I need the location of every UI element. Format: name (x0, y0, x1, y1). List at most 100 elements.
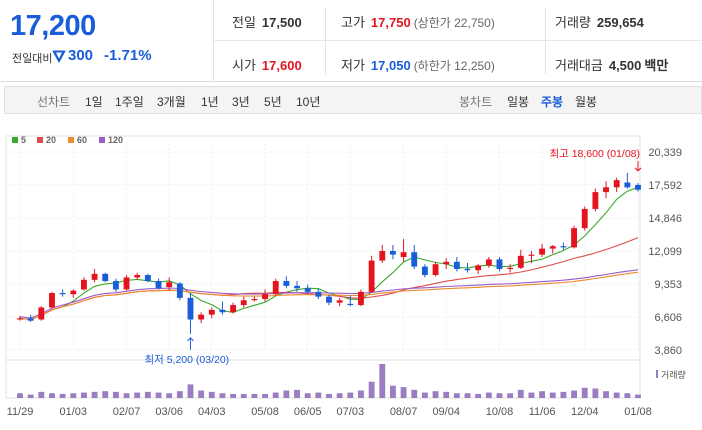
period-10y[interactable]: 10년 (296, 95, 321, 109)
x-tick-11: 11/06 (529, 406, 556, 418)
candle-monthly[interactable]: 월봉 (575, 95, 598, 109)
period-1w[interactable]: 1주일 (115, 95, 144, 109)
candle-body-38 (421, 266, 428, 276)
legend-swatch-3 (99, 137, 105, 143)
volume-bar-5 (70, 393, 77, 398)
candle-body-23 (262, 294, 268, 300)
volume-bar-57 (624, 393, 631, 398)
y-tick-1: 17,592 (648, 180, 682, 192)
change-label: 전일대비 (12, 53, 53, 65)
candle-body-28 (315, 291, 322, 297)
volume-panel: 거래량 (17, 364, 686, 398)
amount-unit: 백만 (644, 58, 669, 73)
candle-body-37 (411, 252, 418, 267)
candle-body-25 (283, 281, 290, 286)
candle-body-10 (123, 277, 130, 290)
prev-close-value: 17,500 (261, 15, 302, 30)
volume-bar-23 (262, 393, 268, 398)
volume-bar-52 (571, 390, 577, 398)
volume-bar-11 (134, 392, 141, 398)
period-5y[interactable]: 5년 (264, 95, 282, 109)
plot-frame (5, 135, 641, 399)
candle-body-57 (624, 182, 631, 188)
chart-toolbar: 선차트 1일 1주일 3개월 1년 3년 5년 10년 봉차트 일봉 주봉 월봉 (4, 86, 702, 114)
open-price: 시가 17,600 (232, 55, 302, 74)
candle-body-46 (507, 267, 514, 270)
volume-bar-20 (230, 393, 237, 398)
candle-body-43 (475, 265, 482, 271)
period-1y[interactable]: 1년 (201, 95, 219, 109)
candle-body-19 (219, 309, 226, 313)
candle-body-53 (581, 208, 588, 229)
candle-body-27 (304, 288, 311, 292)
candle-body-31 (347, 303, 354, 306)
legend-label-0: 5 (21, 135, 26, 145)
period-1d[interactable]: 1일 (85, 95, 103, 109)
ma20-line (19, 237, 639, 321)
candle-body-45 (496, 259, 503, 270)
candle-body-49 (539, 248, 546, 255)
volume-bar-39 (432, 391, 439, 398)
volume-bar-27 (304, 393, 311, 398)
trade-amount: 거래대금 4,500 백만 (555, 55, 668, 74)
ma-legend: 5 20 60 120 (12, 135, 123, 145)
volume-legend-swatch (656, 370, 658, 378)
candle-body-32 (358, 291, 364, 306)
volume-bar-33 (368, 381, 375, 398)
candle-body-0 (17, 318, 23, 320)
candle-body-1 (27, 318, 34, 321)
legend-label-3: 120 (108, 135, 123, 145)
volume-bar-21 (240, 393, 247, 398)
x-tick-10: 10/08 (486, 406, 514, 418)
volume-bar-17 (198, 390, 205, 398)
volume-bar-7 (91, 391, 98, 398)
x-tick-13: 01/08 (624, 406, 652, 418)
candle-body-40 (443, 261, 450, 265)
amount-label: 거래대금 (555, 58, 603, 73)
candle-weekly[interactable]: 주봉 (541, 95, 564, 109)
legend-swatch-2 (68, 137, 74, 143)
current-price: 17,200 (10, 10, 96, 42)
volume-bar-19 (219, 393, 226, 398)
period-3m[interactable]: 3개월 (157, 95, 186, 109)
candle-body-41 (453, 261, 460, 270)
quote-col-divider (325, 8, 326, 74)
volume-bar-8 (102, 391, 109, 398)
candle-body-16 (187, 297, 194, 320)
x-tick-7: 07/03 (337, 406, 365, 418)
price-grid (5, 135, 641, 399)
candle-body-52 (571, 228, 577, 248)
volume-bar-50 (549, 392, 556, 398)
low-arrow-icon (187, 337, 194, 350)
volume-bar-22 (251, 393, 258, 398)
candle-daily[interactable]: 일봉 (507, 95, 530, 109)
candle-body-4 (59, 293, 66, 295)
volume-bar-32 (358, 390, 364, 398)
low-annotation: 최저 5,200 (03/20) (144, 354, 229, 366)
change-value: 300 (68, 47, 94, 64)
candle-body-44 (485, 259, 492, 266)
candle-body-18 (208, 309, 215, 315)
volume-bar-6 (81, 392, 87, 398)
volume-bar-4 (59, 393, 66, 398)
volume-bar-44 (485, 392, 492, 398)
volume-value: 259,654 (596, 15, 644, 30)
candle-body-47 (517, 255, 524, 268)
volume-bar-28 (315, 392, 322, 398)
y-tick-0: 20,339 (648, 147, 682, 159)
candle-body-39 (432, 264, 439, 276)
x-tick-1: 01/03 (60, 406, 88, 418)
volume-bar-15 (176, 391, 183, 398)
period-3y[interactable]: 3년 (232, 95, 250, 109)
legend-swatch-1 (37, 137, 43, 143)
legend-swatch-0 (12, 137, 18, 143)
candle-body-48 (528, 254, 535, 256)
volume-bar-26 (294, 389, 300, 398)
open-label: 시가 (232, 58, 256, 73)
prev-close: 전일 17,500 (232, 12, 302, 31)
volume-bar-41 (453, 393, 460, 398)
line-chart-label: 선차트 (37, 95, 71, 109)
candle-body-51 (560, 246, 567, 248)
volume-bar-30 (336, 393, 343, 398)
x-tick-3: 03/06 (155, 406, 183, 418)
